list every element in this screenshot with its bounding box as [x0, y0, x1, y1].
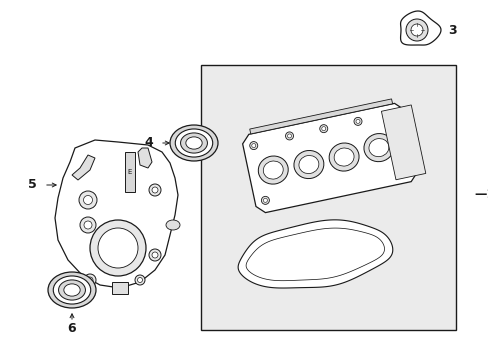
- Circle shape: [149, 184, 161, 196]
- Circle shape: [263, 198, 267, 202]
- Circle shape: [402, 166, 409, 174]
- Text: 2: 2: [363, 246, 372, 258]
- Ellipse shape: [263, 161, 283, 179]
- Ellipse shape: [185, 137, 202, 149]
- Ellipse shape: [298, 156, 318, 174]
- Ellipse shape: [258, 156, 287, 184]
- Circle shape: [149, 249, 161, 261]
- Circle shape: [353, 117, 361, 125]
- Circle shape: [135, 275, 145, 285]
- Ellipse shape: [59, 280, 85, 300]
- Circle shape: [287, 134, 291, 138]
- Text: 5: 5: [28, 179, 37, 192]
- Circle shape: [390, 112, 398, 120]
- Circle shape: [80, 217, 96, 233]
- Bar: [112, 282, 128, 294]
- Ellipse shape: [333, 148, 353, 166]
- Polygon shape: [400, 11, 440, 45]
- Bar: [201, 65, 455, 330]
- Circle shape: [251, 144, 255, 148]
- Polygon shape: [381, 105, 425, 180]
- Circle shape: [321, 127, 325, 131]
- Circle shape: [137, 278, 142, 283]
- Text: —1: —1: [473, 189, 488, 202]
- Circle shape: [392, 114, 396, 118]
- Circle shape: [152, 187, 158, 193]
- Ellipse shape: [53, 276, 91, 304]
- Ellipse shape: [165, 220, 180, 230]
- Ellipse shape: [328, 143, 358, 171]
- Polygon shape: [138, 148, 152, 168]
- Circle shape: [87, 277, 93, 283]
- Ellipse shape: [175, 129, 212, 157]
- Polygon shape: [245, 228, 384, 281]
- Text: 4: 4: [144, 136, 153, 149]
- Polygon shape: [72, 155, 95, 180]
- Ellipse shape: [64, 284, 80, 296]
- Circle shape: [84, 221, 92, 229]
- Text: E: E: [127, 169, 132, 175]
- Circle shape: [405, 19, 427, 41]
- Circle shape: [83, 195, 92, 204]
- Text: 6: 6: [67, 321, 76, 334]
- Circle shape: [355, 120, 359, 123]
- Circle shape: [90, 220, 146, 276]
- Ellipse shape: [293, 150, 323, 179]
- Polygon shape: [238, 220, 392, 288]
- Ellipse shape: [48, 272, 96, 308]
- Circle shape: [285, 132, 293, 140]
- Circle shape: [152, 252, 158, 258]
- Circle shape: [79, 191, 97, 209]
- Circle shape: [98, 228, 138, 268]
- Ellipse shape: [180, 133, 207, 153]
- Polygon shape: [55, 140, 178, 288]
- Text: 3: 3: [447, 23, 456, 36]
- Ellipse shape: [363, 134, 393, 162]
- Circle shape: [404, 168, 407, 172]
- Circle shape: [261, 196, 269, 204]
- Polygon shape: [249, 99, 392, 134]
- Bar: [125, 152, 135, 192]
- Circle shape: [319, 125, 327, 132]
- Circle shape: [84, 274, 96, 286]
- Circle shape: [410, 24, 422, 36]
- Ellipse shape: [368, 139, 388, 157]
- Polygon shape: [242, 103, 416, 213]
- Circle shape: [249, 141, 257, 150]
- Ellipse shape: [170, 125, 218, 161]
